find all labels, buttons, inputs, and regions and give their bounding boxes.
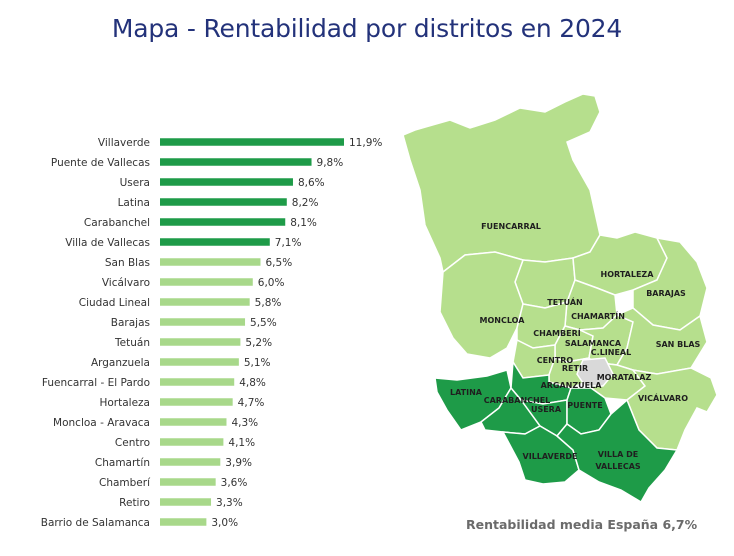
bar [160, 378, 235, 386]
bar [160, 498, 212, 506]
bar-category-label: Arganzuela [91, 357, 150, 369]
map-label-latina: LATINA [450, 388, 483, 397]
bar-category-label: Centro [115, 437, 150, 449]
bar-category-label: Chamartín [95, 457, 150, 469]
map-label-chamartin: CHAMARTÍN [571, 310, 625, 321]
bar-value-label: 3,3% [216, 497, 243, 509]
bar [160, 198, 287, 206]
bar-category-label: Barajas [111, 317, 150, 329]
bar-category-label: Villaverde [98, 137, 150, 149]
map-label-arganzuela: ARGANZUELA [541, 381, 603, 390]
bar-category-label: Fuencarral - El Pardo [42, 377, 150, 389]
bar-value-label: 8,6% [298, 177, 325, 189]
map-label-moncloa: MONCLOA [480, 316, 526, 325]
bar [160, 238, 270, 246]
district-villavallecas [555, 398, 679, 504]
map-label-sanblas: SAN BLAS [656, 340, 701, 349]
bar [160, 298, 250, 306]
page-title: Mapa - Rentabilidad por distritos en 202… [111, 14, 623, 43]
bar-category-label: Moncloa - Aravaca [53, 417, 150, 429]
bar-value-label: 3,0% [211, 517, 238, 529]
map-label-villavallecas-2: VALLECAS [595, 462, 641, 471]
bar [160, 138, 344, 146]
bar-category-label: Barrio de Salamanca [41, 517, 150, 529]
map-label-clineal: C.LINEAL [591, 348, 631, 357]
map-label-salamanca: SALAMANCA [565, 339, 622, 348]
bar [160, 338, 241, 346]
bar-category-label: San Blas [105, 257, 150, 269]
bar [160, 218, 286, 226]
bar-value-label: 5,8% [255, 297, 282, 309]
bar-value-label: 7,1% [275, 237, 302, 249]
map-label-moratalaz: MORATALAZ [597, 373, 652, 382]
bar-value-label: 9,8% [317, 157, 344, 169]
bar-category-label: Villa de Vallecas [65, 237, 150, 249]
map-label-fuencarral: FUENCARRAL [481, 222, 541, 231]
bar [160, 438, 224, 446]
bar [160, 278, 253, 286]
bar [160, 518, 207, 526]
bar-value-label: 8,1% [290, 217, 317, 229]
bar-value-label: 11,9% [349, 137, 382, 149]
district-fuencarral [402, 93, 601, 274]
bar [160, 398, 233, 406]
map-label-villavallecas-1: VILLA DE [598, 450, 638, 459]
map-label-carabanchel: CARABANCHEL [484, 396, 551, 405]
map-label-vicalvaro: VICÁLVARO [638, 392, 688, 403]
bar-value-label: 6,0% [258, 277, 285, 289]
bar-category-label: Latina [118, 197, 150, 209]
map-label-tetuan: TETUÁN [547, 296, 583, 307]
bar-value-label: 4,7% [238, 397, 265, 409]
map-label-puente: PUENTE [567, 401, 602, 410]
bar [160, 158, 312, 166]
district-moncloa [439, 251, 524, 359]
bar-value-label: 4,8% [239, 377, 266, 389]
map-label-retiro: RETIR [562, 364, 588, 373]
bar-category-label: Retiro [119, 497, 150, 509]
bar [160, 258, 261, 266]
bar-category-label: Vicálvaro [102, 277, 150, 289]
bar-value-label: 3,6% [221, 477, 248, 489]
bar-value-label: 8,2% [292, 197, 319, 209]
bar-category-label: Tetuán [114, 337, 150, 349]
bar [160, 358, 239, 366]
bar-value-label: 6,5% [266, 257, 293, 269]
bar-value-label: 5,1% [244, 357, 271, 369]
bar-value-label: 4,1% [228, 437, 255, 449]
bar [160, 178, 293, 186]
bar-category-label: Chamberí [99, 477, 151, 489]
bar-category-label: Hortaleza [99, 397, 150, 409]
map-label-villaverde: VILLAVERDE [523, 452, 578, 461]
map-label-chamberi: CHAMBERÍ [533, 327, 580, 338]
bar [160, 418, 227, 426]
bar-category-label: Carabanchel [84, 217, 150, 229]
bar [160, 458, 221, 466]
bar-value-label: 3,9% [225, 457, 252, 469]
district-map: FUENCARRAL HORTALEZA BARAJAS TETUÁN CHAM… [402, 93, 718, 504]
bar-category-label: Puente de Vallecas [51, 157, 150, 169]
bar [160, 318, 246, 326]
map-label-centro: CENTRO [537, 356, 574, 365]
bar-category-label: Ciudad Lineal [79, 297, 150, 309]
district-central-gray [576, 357, 614, 387]
bar-chart: Villaverde 11,9% Puente de Vallecas 9,8% Use… [41, 137, 383, 529]
map-label-usera: USERA [531, 405, 562, 414]
bar-value-label: 5,5% [250, 317, 277, 329]
bar [160, 478, 216, 486]
footnote-average: Rentabilidad media España 6,7% [466, 517, 698, 532]
bar-value-label: 4,3% [231, 417, 258, 429]
map-label-hortaleza: HORTALEZA [601, 270, 655, 279]
map-label-barajas: BARAJAS [646, 289, 686, 298]
bar-value-label: 5,2% [245, 337, 272, 349]
bar-category-label: Usera [120, 177, 150, 189]
